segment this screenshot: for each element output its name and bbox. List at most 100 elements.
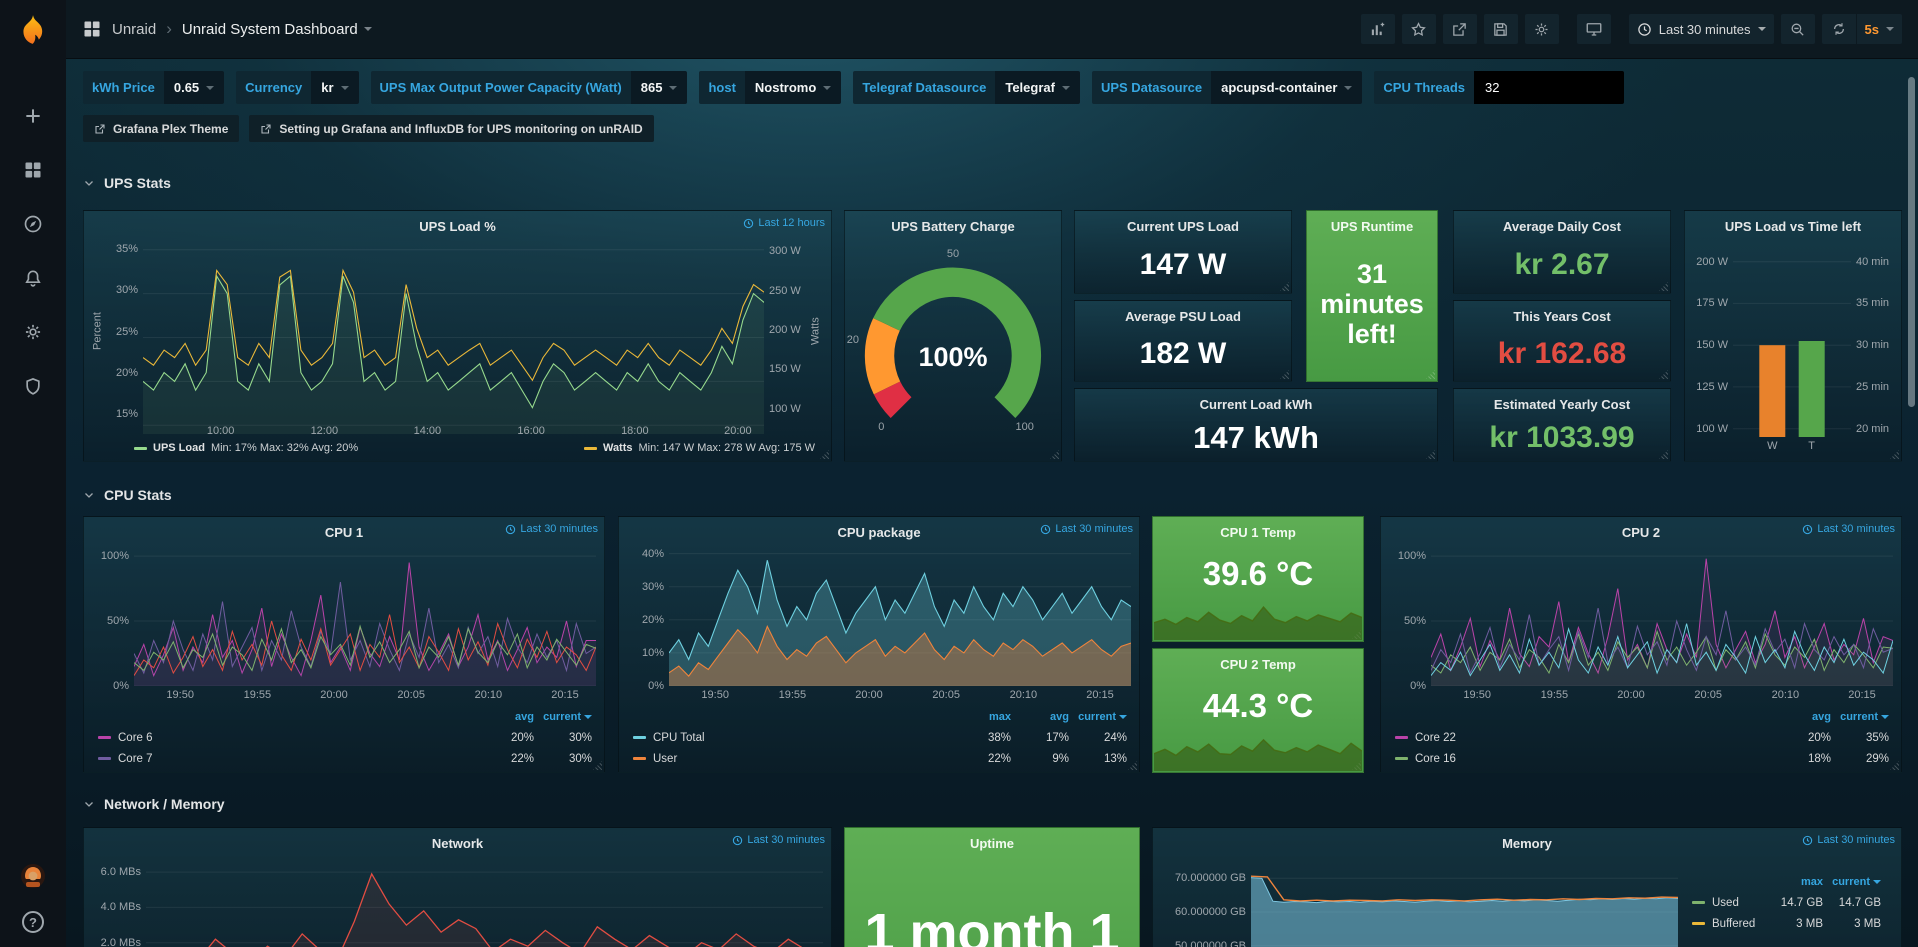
panel-title[interactable]: CPU 2 (1621, 525, 1661, 540)
variable-host[interactable]: host Nostromo (699, 71, 842, 104)
panel-title[interactable]: CPU package (837, 525, 921, 540)
configuration-icon[interactable] (20, 319, 46, 345)
panel-cpu-1-temp: CPU 1 Temp 39.6 °C (1152, 516, 1364, 642)
panel-title[interactable]: Uptime (969, 836, 1015, 851)
dashboards-icon[interactable] (20, 157, 46, 183)
panel-title[interactable]: Current UPS Load (1127, 219, 1239, 234)
panel-average-psu-load: Average PSU Load 182 W (1074, 300, 1292, 382)
panel-title[interactable]: This Years Cost (1513, 309, 1611, 324)
star-button[interactable] (1401, 14, 1436, 44)
chart-plot[interactable] (1251, 858, 1678, 947)
alerting-icon[interactable] (20, 265, 46, 291)
external-link-icon (95, 123, 105, 134)
variable-kwh-price[interactable]: kWh Price 0.65 (83, 71, 225, 104)
panel-uptime: Uptime 1 month 1 (844, 827, 1140, 947)
clock-icon (1638, 22, 1651, 36)
stat-value: kr 2.67 (1514, 248, 1610, 281)
panel-current-load-kwh: Current Load kWh 147 kWh (1074, 388, 1438, 462)
panel-title[interactable]: UPS Load vs Time left (1724, 219, 1862, 234)
chart-plot[interactable]: 19:50 19:55 20:00 20:05 20:10 20:15 (669, 547, 1131, 701)
apps-icon[interactable] (82, 19, 102, 39)
variable-currency[interactable]: Currency kr (236, 71, 359, 104)
explore-icon[interactable] (20, 211, 46, 237)
refresh-interval-dropdown[interactable]: 5s (1856, 14, 1902, 44)
tv-mode-button[interactable] (1576, 14, 1611, 44)
dashboard-settings-button[interactable] (1524, 14, 1559, 44)
panel-title[interactable]: Average PSU Load (1125, 309, 1241, 324)
stat-value: 1 month 1 (864, 903, 1120, 947)
clock-icon (1803, 524, 1813, 534)
link-ups-monitoring-guide[interactable]: Setting up Grafana and InfluxDB for UPS … (249, 115, 654, 142)
chart-plot[interactable]: 19:50 19:55 20:00 20:05 20:10 20:15 (1431, 547, 1893, 701)
panel-title[interactable]: CPU 2 Temp (1220, 657, 1296, 672)
save-button[interactable] (1483, 14, 1518, 44)
panel-current-ups-load: Current UPS Load 147 W (1074, 210, 1292, 294)
panel-title[interactable]: Current Load kWh (1199, 397, 1313, 412)
panel-time-badge: Last 30 minutes (1802, 523, 1895, 535)
refresh-button[interactable] (1821, 14, 1856, 44)
y-axis-left: 0% 10% 20% 30% 40% (641, 547, 664, 692)
panel-title[interactable]: UPS Battery Charge (891, 219, 1015, 234)
variable-telegraf-datasource[interactable]: Telegraf Datasource Telegraf (853, 71, 1080, 104)
panel-time-badge: Last 30 minutes (732, 834, 825, 846)
panel-cpu-1: CPU 1 Last 30 minutes 0% 50% 100% 19:50 19:… (83, 516, 605, 773)
y-axis-title-right: Watts (809, 317, 822, 346)
grafana-logo-icon (23, 15, 43, 44)
breadcrumb-app[interactable]: Unraid (112, 20, 157, 38)
panel-title[interactable]: CPU 1 Temp (1220, 525, 1296, 540)
add-panel-button[interactable] (1360, 14, 1395, 44)
row-header-ups-stats[interactable]: UPS Stats (83, 175, 171, 191)
create-icon[interactable] (20, 103, 46, 129)
panel-title[interactable]: Estimated Yearly Cost (1493, 397, 1631, 412)
panel-title[interactable]: Average Daily Cost (1502, 219, 1621, 234)
chart-legend[interactable]: max current Used 14.7 GB 14.7 GB Buffered 3 MB… (1678, 858, 1893, 947)
user-avatar[interactable] (20, 863, 46, 889)
grafana-logo[interactable] (12, 9, 54, 51)
variable-ups-max-output[interactable]: UPS Max Output Power Capacity (Watt) 865 (370, 71, 688, 104)
cpu-threads-input[interactable]: 32 (1474, 71, 1625, 104)
variable-ups-datasource[interactable]: UPS Datasource apcupsd-container (1091, 71, 1363, 104)
legend-row: Core 16 18% 29% (1395, 748, 1889, 769)
panel-ups-load-vs-time-left: UPS Load vs Time left 100 W 125 W 150 W 175… (1684, 210, 1902, 462)
chart-legend[interactable]: avg current Core 6 20% 30% Core 7 22% 30% (84, 706, 604, 772)
panel-time-badge: Last 30 minutes (1040, 523, 1133, 535)
dashboard-scrollbar[interactable] (1908, 77, 1915, 407)
panel-title[interactable]: CPU 1 (324, 525, 364, 540)
y-axis-left: 0% 50% 100% (100, 550, 129, 692)
y-axis-left: 50.000000 GB 60.000000 GB 70.000000 GB (1175, 872, 1246, 947)
panel-title[interactable]: Network (431, 836, 484, 851)
row-header-network-memory[interactable]: Network / Memory (83, 796, 225, 812)
clock-icon (744, 218, 754, 228)
stat-value: 44.3 °C (1202, 687, 1314, 724)
legend-row: CPU Total 38% 17% 24% (633, 727, 1127, 748)
clock-icon (506, 524, 516, 534)
time-range-picker[interactable]: Last 30 minutes (1628, 14, 1774, 44)
nav-actions: Last 30 minutes 5s (1354, 14, 1902, 44)
template-variables-row: kWh Price 0.65 Currency kr UPS Max Outpu… (83, 71, 1625, 104)
dashboard-canvas: kWh Price 0.65 Currency kr UPS Max Outpu… (66, 59, 1918, 947)
legend-item: UPS Load Min: 17% Max: 32% Avg: 20% (134, 442, 358, 454)
row-header-cpu-stats[interactable]: CPU Stats (83, 487, 172, 503)
chart-legend[interactable]: avg current Core 22 20% 35% Core 16 18% 29% (1381, 706, 1901, 772)
chart-plot[interactable]: 10:00 12:00 14:00 16:00 18:00 20:00 (143, 241, 764, 437)
chart-legend[interactable]: UPS Load Min: 17% Max: 32% Avg: 20% Watts M… (84, 442, 831, 461)
chart-plot[interactable] (146, 858, 823, 947)
panel-title[interactable]: UPS Load % (419, 219, 496, 234)
stat-value: 147 W (1139, 248, 1227, 281)
chart-legend[interactable]: max avg current CPU Total 38% 17% 24% User 22% 9%… (619, 706, 1139, 772)
link-grafana-plex-theme[interactable]: Grafana Plex Theme (83, 115, 240, 142)
chart-plot[interactable]: 19:50 19:55 20:00 20:05 20:10 20:15 (134, 547, 596, 701)
server-admin-icon[interactable] (20, 373, 46, 399)
sparkline (1154, 588, 1362, 640)
clock-icon (733, 835, 743, 845)
panel-title[interactable]: Memory (1502, 836, 1552, 851)
zoom-out-button[interactable] (1780, 14, 1815, 44)
legend-row: Core 6 20% 30% (98, 727, 592, 748)
breadcrumb-page[interactable]: Unraid System Dashboard (182, 21, 372, 38)
panel-title[interactable]: UPS Runtime (1330, 219, 1414, 234)
help-icon[interactable] (22, 911, 44, 933)
gauge-value: 100% (918, 341, 988, 372)
share-button[interactable] (1442, 14, 1477, 44)
stat-value: 31 minutes left! (1320, 258, 1424, 350)
